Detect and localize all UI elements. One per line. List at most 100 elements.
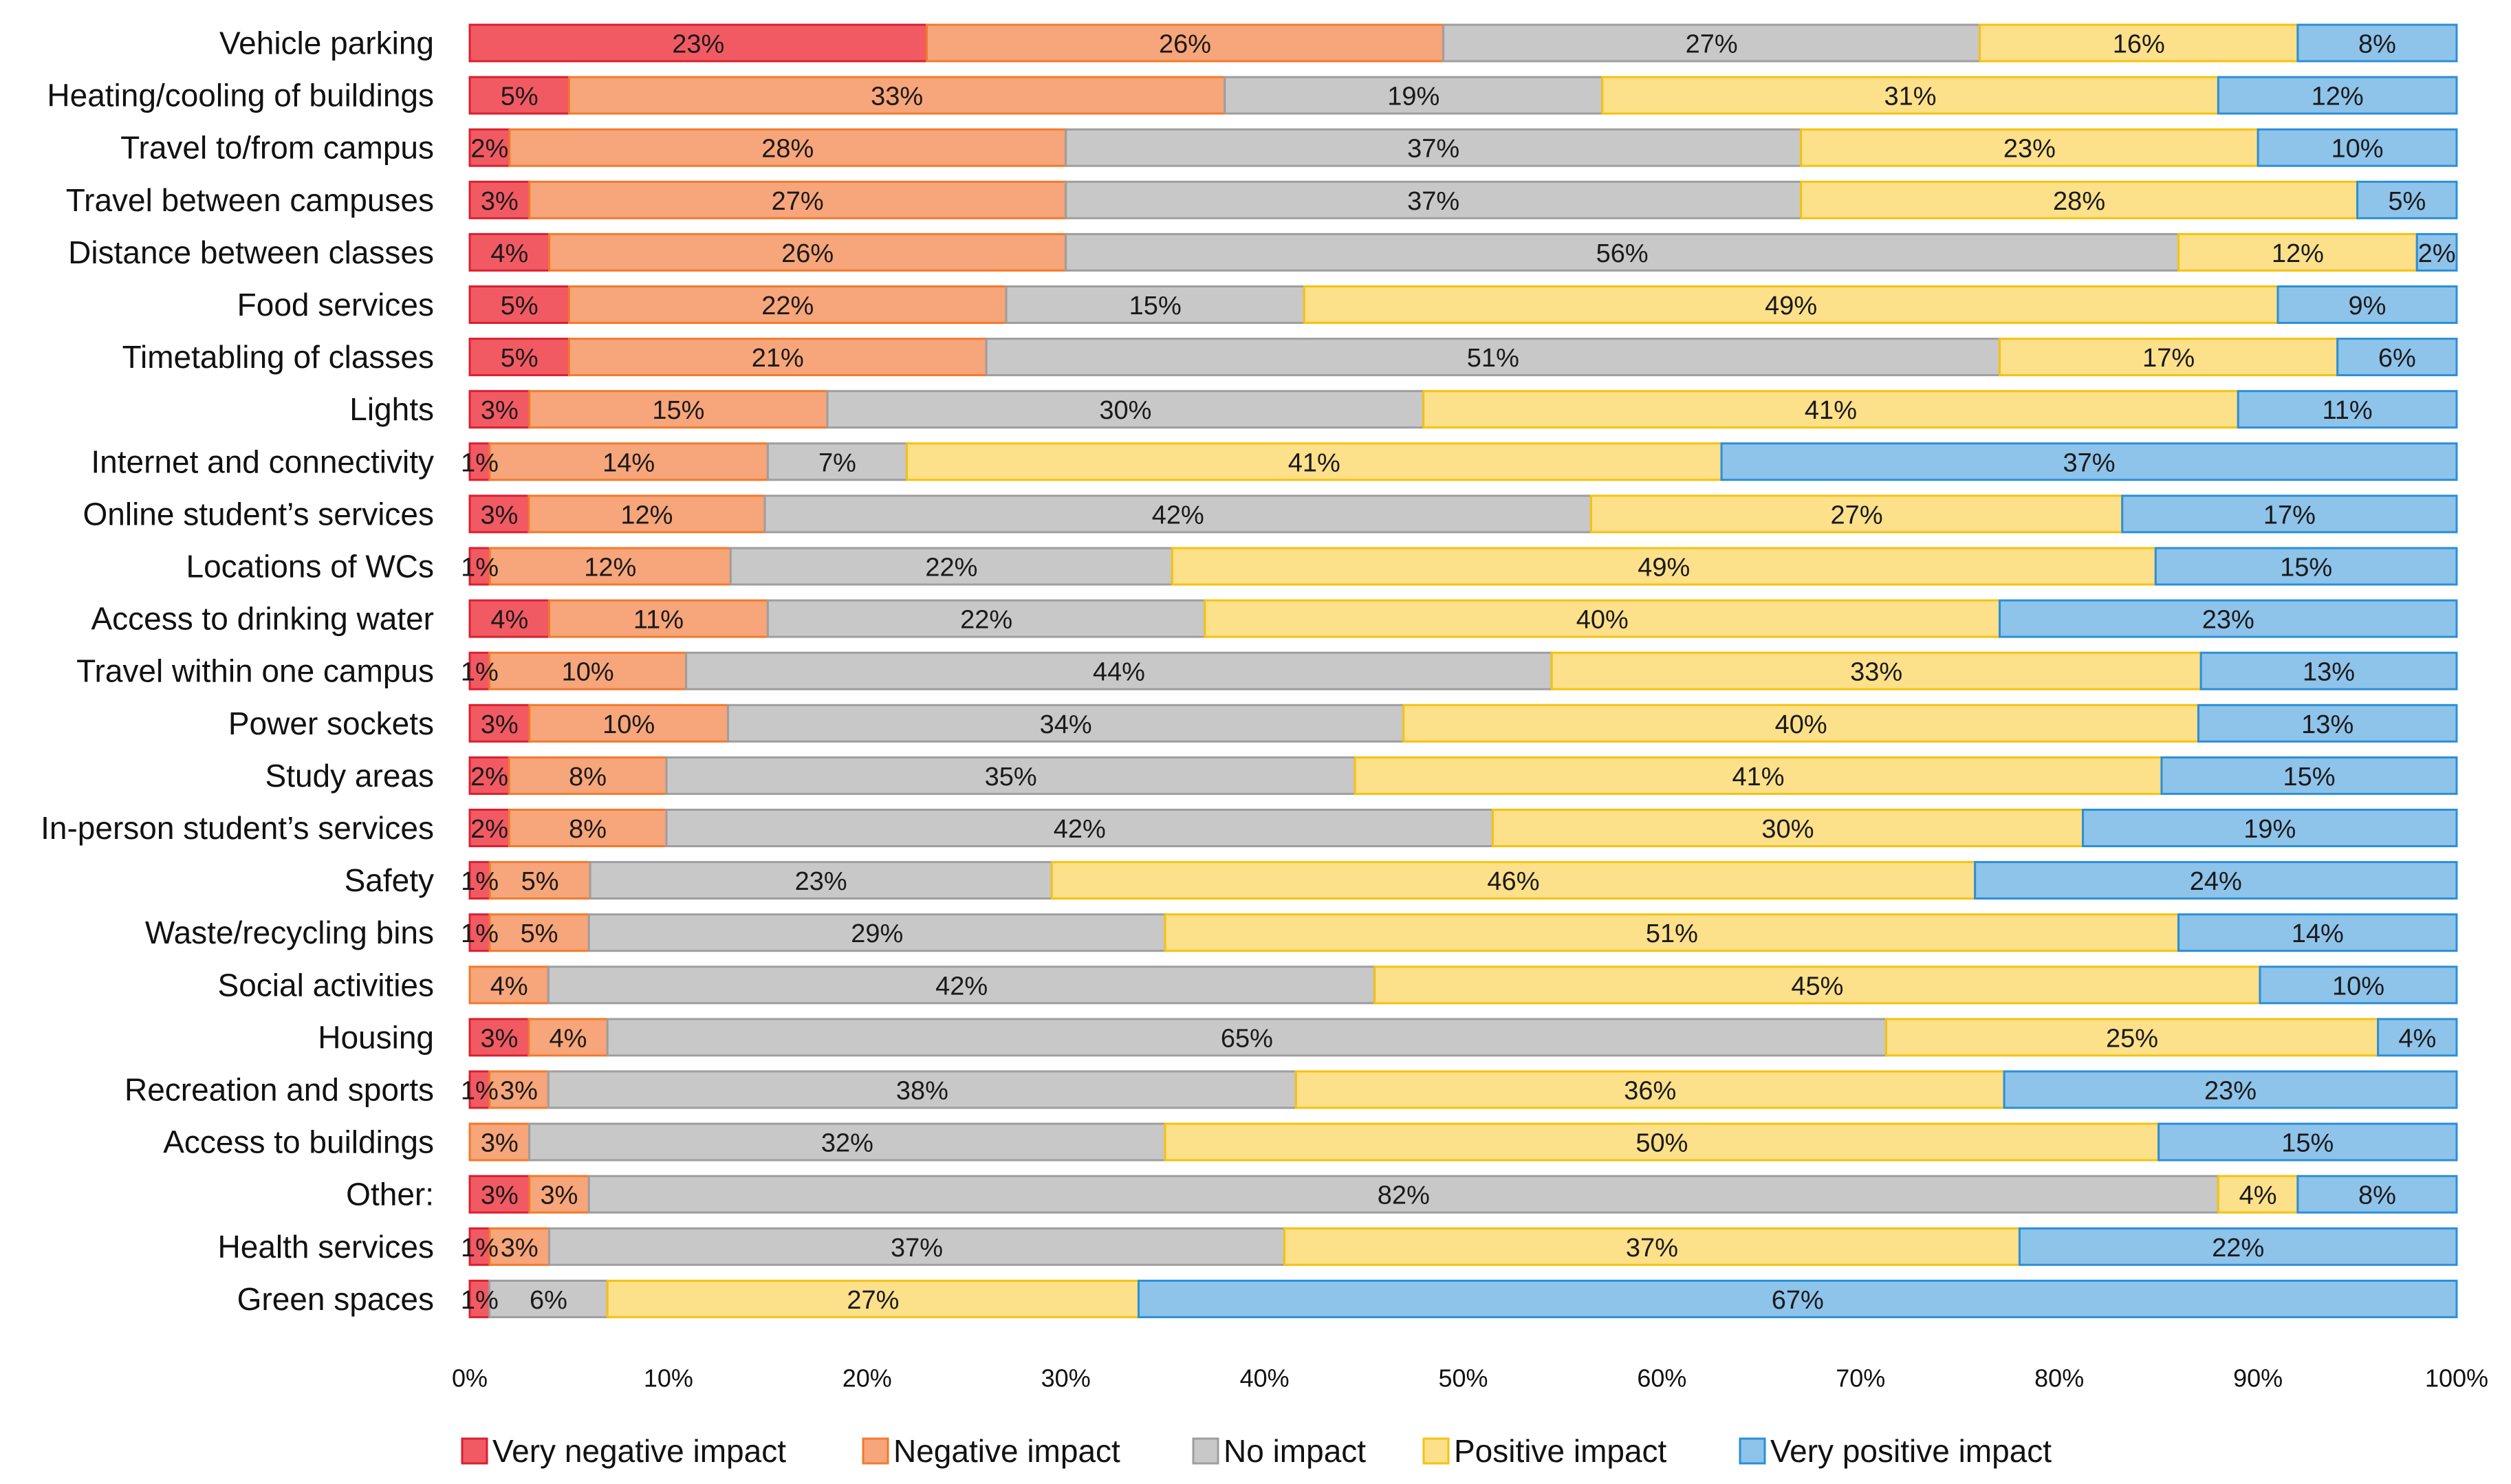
data-label-green-spaces-very-negative-impact: 1% (461, 1286, 499, 1315)
data-label-travel-between-campuses-very-positive-impact: 5% (2388, 187, 2426, 216)
data-label-distance-between-classes-very-negative-impact: 4% (490, 239, 528, 268)
category-label-travel-to-from-campus: Travel to/from campus (120, 130, 434, 166)
bar-lights-no-impact (826, 390, 1425, 429)
bar-access-to-buildings-negative-impact (468, 1122, 531, 1161)
data-label-heating-cooling-of-buildings-positive-impact: 31% (1884, 83, 1936, 111)
data-label-social-activities-very-positive-impact: 10% (2332, 972, 2384, 1001)
data-label-online-student-s-services-positive-impact: 27% (1831, 501, 1883, 530)
bar-internet-and-connectivity-very-negative-impact (468, 442, 491, 481)
data-label-online-student-s-services-very-positive-impact: 17% (2263, 501, 2316, 530)
legend-label-negative-impact: Negative impact (893, 1433, 1120, 1469)
data-label-study-areas-positive-impact: 41% (1732, 763, 1785, 792)
data-label-power-sockets-very-positive-impact: 13% (2301, 710, 2354, 739)
bar-other-positive-impact (2217, 1175, 2299, 1214)
data-label-vehicle-parking-no-impact: 27% (1686, 30, 1738, 59)
data-label-health-services-very-negative-impact: 1% (461, 1234, 499, 1263)
bar-lights-very-positive-impact (2237, 390, 2458, 429)
data-label-timetabling-of-classes-positive-impact: 17% (2142, 344, 2195, 373)
data-label-waste-recycling-bins-very-positive-impact: 14% (2292, 919, 2344, 948)
data-label-in-person-student-s-services-very-negative-impact: 2% (470, 815, 508, 844)
bar-social-activities-very-positive-impact (2259, 965, 2458, 1005)
bar-travel-within-one-campus-positive-impact (1550, 651, 2202, 690)
data-label-waste-recycling-bins-negative-impact: 5% (521, 919, 558, 948)
bar-online-student-s-services-very-positive-impact (2121, 494, 2458, 534)
x-tick-label: 30% (1041, 1364, 1091, 1393)
bar-study-areas-positive-impact (1354, 756, 2163, 795)
x-axis-ticks: 0% 10% 20% 30% 40% 50% 60% 70% 80% 90% 100% (452, 1364, 2488, 1393)
bar-safety-positive-impact (1050, 861, 1977, 900)
data-label-housing-negative-impact: 4% (550, 1024, 587, 1053)
data-label-power-sockets-positive-impact: 40% (1775, 710, 1827, 739)
data-label-travel-to-from-campus-no-impact: 37% (1407, 135, 1459, 164)
bar-housing-no-impact (606, 1018, 1887, 1057)
data-label-vehicle-parking-positive-impact: 16% (2113, 30, 2165, 59)
data-label-social-activities-no-impact: 42% (935, 972, 988, 1001)
category-label-study-areas: Study areas (265, 758, 434, 794)
data-label-travel-between-campuses-negative-impact: 27% (772, 187, 824, 216)
bar-vehicle-parking-very-positive-impact (2296, 23, 2458, 63)
bar-travel-between-campuses-negative-impact (528, 180, 1067, 219)
data-label-other-no-impact: 82% (1378, 1181, 1430, 1210)
data-label-waste-recycling-bins-positive-impact: 51% (1646, 919, 1698, 948)
data-label-travel-between-campuses-positive-impact: 28% (2053, 187, 2105, 216)
data-label-distance-between-classes-very-positive-impact: 2% (2418, 239, 2456, 268)
data-label-travel-to-from-campus-negative-impact: 28% (761, 135, 814, 164)
bar-locations-of-wcs-positive-impact (1171, 547, 2157, 586)
bar-distance-between-classes-very-negative-impact (468, 232, 551, 272)
category-label-housing: Housing (318, 1019, 434, 1055)
x-tick-label: 70% (1836, 1364, 1885, 1393)
category-label-timetabling-of-classes: Timetabling of classes (122, 339, 434, 375)
bar-internet-and-connectivity-negative-impact (488, 442, 769, 481)
data-label-internet-and-connectivity-very-negative-impact: 1% (461, 448, 499, 477)
data-label-food-services-very-negative-impact: 5% (501, 292, 539, 320)
data-label-heating-cooling-of-buildings-very-positive-impact: 12% (2312, 83, 2364, 111)
bar-access-to-drinking-water-very-negative-impact (468, 599, 551, 638)
bar-power-sockets-very-negative-impact (468, 703, 531, 743)
bar-study-areas-negative-impact (508, 756, 668, 795)
category-label-vehicle-parking: Vehicle parking (219, 25, 434, 61)
data-label-health-services-positive-impact: 37% (1626, 1234, 1678, 1263)
data-label-heating-cooling-of-buildings-very-negative-impact: 5% (501, 83, 539, 111)
data-label-power-sockets-negative-impact: 10% (602, 710, 655, 739)
category-label-social-activities: Social activities (218, 967, 434, 1003)
bar-travel-between-campuses-no-impact (1065, 180, 1803, 219)
data-label-access-to-drinking-water-very-negative-impact: 4% (490, 606, 528, 635)
data-label-travel-to-from-campus-very-negative-impact: 2% (470, 135, 508, 164)
data-label-distance-between-classes-no-impact: 56% (1596, 239, 1649, 268)
data-label-travel-between-campuses-no-impact: 37% (1407, 187, 1459, 216)
bar-food-services-very-positive-impact (2276, 285, 2458, 324)
bar-heating-cooling-of-buildings-very-positive-impact (2217, 76, 2458, 115)
legend-swatch-no-impact (1192, 1437, 1219, 1465)
bar-power-sockets-positive-impact (1402, 703, 2199, 743)
category-label-health-services: Health services (218, 1229, 434, 1265)
x-tick-label: 80% (2034, 1364, 2084, 1393)
legend-swatch-very-positive-impact (1739, 1437, 1766, 1465)
bar-health-services-no-impact (548, 1227, 1285, 1266)
data-label-timetabling-of-classes-no-impact: 51% (1467, 344, 1519, 373)
bar-access-to-drinking-water-positive-impact (1204, 599, 2001, 638)
data-label-housing-no-impact: 65% (1221, 1024, 1273, 1053)
category-label-other: Other: (346, 1177, 434, 1212)
bar-health-services-negative-impact (488, 1227, 551, 1266)
data-label-safety-no-impact: 23% (795, 867, 847, 896)
legend-swatch-positive-impact (1422, 1437, 1450, 1465)
data-label-safety-very-negative-impact: 1% (461, 867, 499, 896)
bar-distance-between-classes-very-positive-impact (2415, 232, 2458, 272)
category-label-power-sockets: Power sockets (228, 706, 434, 741)
bar-online-student-s-services-negative-impact (528, 494, 766, 534)
data-label-study-areas-negative-impact: 8% (569, 763, 607, 792)
bar-social-activities-negative-impact (468, 965, 550, 1005)
data-label-safety-positive-impact: 46% (1487, 867, 1539, 896)
bar-recreation-and-sports-positive-impact (1294, 1070, 2005, 1109)
data-label-safety-very-positive-impact: 24% (2190, 867, 2242, 896)
category-labels: Vehicle parking Heating/cooling of buildi… (41, 25, 434, 1317)
bar-locations-of-wcs-no-impact (729, 547, 1173, 586)
data-label-locations-of-wcs-no-impact: 22% (925, 554, 977, 582)
bar-heating-cooling-of-buildings-no-impact (1224, 76, 1604, 115)
data-label-internet-and-connectivity-positive-impact: 41% (1288, 448, 1340, 477)
bar-travel-within-one-campus-negative-impact (488, 651, 688, 690)
data-label-travel-to-from-campus-very-positive-impact: 10% (2331, 135, 2384, 164)
category-label-distance-between-classes: Distance between classes (68, 234, 434, 270)
data-label-travel-within-one-campus-very-positive-impact: 13% (2303, 658, 2355, 687)
